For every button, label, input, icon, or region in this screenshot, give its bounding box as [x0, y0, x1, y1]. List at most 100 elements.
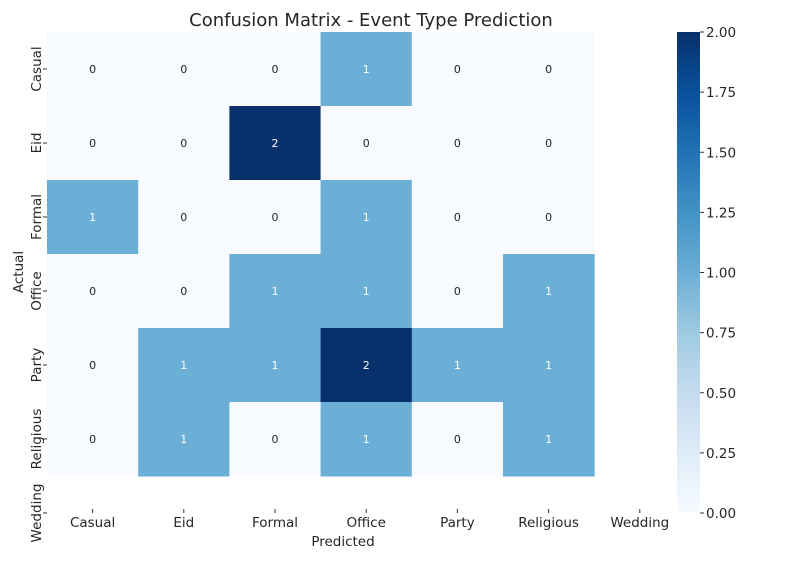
x-tick-label: Eid	[173, 515, 194, 531]
cell-annotation: 0	[180, 63, 187, 76]
heatmap-cell	[47, 328, 139, 403]
colorbar-tick-label: 1.00	[706, 266, 736, 282]
cell-annotation: 0	[454, 137, 461, 150]
cell-annotation: 1	[454, 359, 461, 372]
heatmap-cell	[503, 180, 595, 255]
heatmap-cell	[320, 254, 413, 329]
heatmap-cell	[503, 402, 595, 477]
x-tick-label: Party	[440, 515, 475, 531]
cell-annotation: 0	[545, 63, 552, 76]
cell-annotation: 1	[363, 211, 370, 224]
heatmap-cell	[229, 180, 322, 255]
heatmap-cell	[138, 254, 230, 329]
x-tick-label: Wedding	[610, 515, 669, 531]
heatmap-cell	[320, 106, 413, 181]
cell-annotation: 1	[363, 285, 370, 298]
heatmap-cells: 0 0 0 1 0 0 0 0 2 0 0 0 1 0 0 1 0 0 0 0 1 1 0 1 0 1 1 2 1 1 0 1 0 1 0 1	[47, 32, 595, 477]
cell-annotation: 2	[272, 137, 279, 150]
cell-annotation: 1	[363, 433, 370, 446]
chart-title: Confusion Matrix - Event Type Prediction	[189, 10, 553, 31]
cell-annotation: 0	[89, 137, 96, 150]
colorbar-tick-label: 0.50	[706, 386, 736, 402]
cell-annotation: 0	[272, 211, 279, 224]
cell-annotation: 0	[89, 63, 96, 76]
heatmap-cell	[138, 402, 230, 477]
cell-annotation: 0	[545, 137, 552, 150]
heatmap-cell	[47, 106, 139, 181]
cell-annotation: 1	[545, 285, 552, 298]
cell-annotation: 0	[363, 137, 370, 150]
cell-annotation: 0	[180, 137, 187, 150]
heatmap-cell	[229, 106, 322, 181]
heatmap-cell	[411, 402, 504, 477]
x-axis-label: Predicted	[311, 534, 374, 550]
heatmap-cell	[47, 180, 139, 255]
cell-annotation: 1	[363, 63, 370, 76]
cell-annotation: 1	[180, 359, 187, 372]
heatmap-cell	[320, 402, 413, 477]
y-tick-label: Religious	[29, 409, 45, 470]
heatmap-cell	[411, 106, 504, 181]
y-axis-label: Actual	[11, 251, 27, 293]
heatmap-cell	[229, 254, 322, 329]
heatmap-cell	[47, 254, 139, 329]
colorbar-tick-label: 2.00	[706, 25, 736, 41]
heatmap-cell	[229, 328, 322, 403]
heatmap-cell	[320, 328, 413, 403]
cell-annotation: 0	[89, 433, 96, 446]
cell-annotation: 0	[454, 63, 461, 76]
heatmap-cell	[138, 180, 230, 255]
x-tick-label: Religious	[518, 515, 579, 531]
colorbar-tick-label: 0.25	[706, 446, 736, 462]
heatmap-cell	[320, 32, 413, 107]
heatmap-cell	[320, 180, 413, 255]
heatmap-cell	[229, 402, 322, 477]
cell-annotation: 0	[272, 433, 279, 446]
cell-annotation: 1	[89, 211, 96, 224]
colorbar-tick-label: 0.00	[706, 506, 736, 522]
cell-annotation: 0	[454, 285, 461, 298]
heatmap-cell	[411, 32, 504, 107]
colorbar	[677, 32, 700, 513]
y-tick-label: Eid	[29, 133, 45, 154]
heatmap-cell	[503, 32, 595, 107]
cell-annotation: 0	[180, 211, 187, 224]
x-tick-label: Casual	[70, 515, 115, 531]
y-tick-label: Casual	[29, 46, 45, 91]
colorbar-tick-label: 1.25	[706, 205, 736, 221]
heatmap-cell	[47, 32, 139, 107]
cell-annotation: 1	[180, 433, 187, 446]
cell-annotation: 0	[89, 285, 96, 298]
cell-annotation: 0	[272, 63, 279, 76]
cell-annotation: 1	[272, 285, 279, 298]
heatmap-cell	[503, 106, 595, 181]
heatmap-cell	[47, 402, 139, 477]
heatmap-cell	[411, 328, 504, 403]
heatmap-cell	[229, 32, 322, 107]
cell-annotation: 2	[363, 359, 370, 372]
cell-annotation: 1	[545, 433, 552, 446]
heatmap-cell	[503, 328, 595, 403]
colorbar-tick-label: 1.75	[706, 85, 736, 101]
heatmap-cell	[411, 254, 504, 329]
cell-annotation: 1	[545, 359, 552, 372]
y-tick-label: Party	[29, 348, 45, 383]
cell-annotation: 0	[89, 359, 96, 372]
heatmap-cell	[411, 180, 504, 255]
colorbar-ticks: 0.00 0.25 0.50 0.75 1.00 1.25 1.50 1.75 2.00	[700, 25, 736, 522]
cell-annotation: 0	[454, 211, 461, 224]
y-tick-label: Office	[29, 271, 45, 310]
cell-annotation: 0	[545, 211, 552, 224]
y-tick-label: Formal	[29, 194, 45, 240]
x-axis-ticks: Casual Eid Formal Office Party Religious Weddi…	[70, 509, 669, 531]
x-tick-label: Office	[346, 515, 385, 531]
heatmap-cell	[138, 32, 230, 107]
colorbar-tick-label: 0.75	[706, 326, 736, 342]
cell-annotation: 1	[272, 359, 279, 372]
colorbar-tick-label: 1.50	[706, 145, 736, 161]
cell-annotation: 0	[454, 433, 461, 446]
heatmap-cell	[138, 106, 230, 181]
heatmap-cell	[503, 254, 595, 329]
cell-annotation: 0	[180, 285, 187, 298]
